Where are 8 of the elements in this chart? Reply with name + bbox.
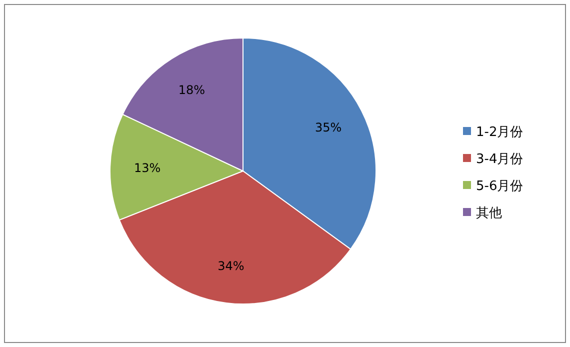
legend-label: 1-2月份 — [476, 125, 524, 140]
legend-label: 5-6月份 — [476, 179, 524, 194]
data-label: 18% — [178, 83, 206, 98]
data-label: 34% — [218, 259, 244, 274]
data-label: 35% — [314, 120, 342, 135]
legend-label: 3-4月份 — [476, 152, 524, 167]
data-label: 13% — [134, 160, 161, 175]
legend-label: 其他 — [476, 206, 502, 221]
